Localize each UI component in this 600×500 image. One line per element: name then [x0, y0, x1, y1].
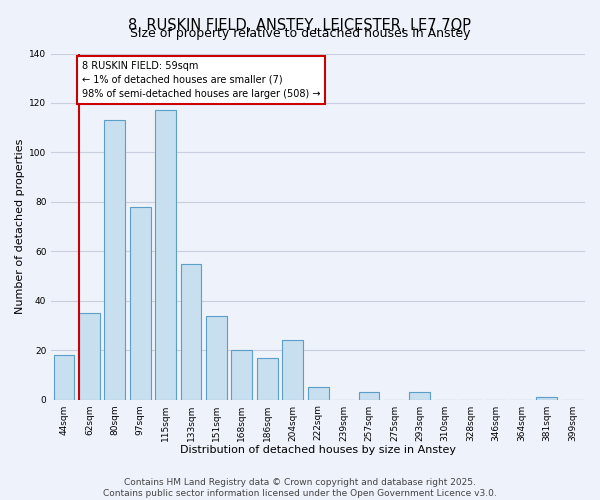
- Text: Contains HM Land Registry data © Crown copyright and database right 2025.
Contai: Contains HM Land Registry data © Crown c…: [103, 478, 497, 498]
- Bar: [130, 207, 151, 400]
- Bar: [359, 392, 379, 400]
- Text: Size of property relative to detached houses in Anstey: Size of property relative to detached ho…: [130, 28, 470, 40]
- X-axis label: Distribution of detached houses by size in Anstey: Distribution of detached houses by size …: [180, 445, 456, 455]
- Bar: [53, 355, 74, 400]
- Bar: [257, 358, 278, 400]
- Bar: [409, 392, 430, 400]
- Text: 8 RUSKIN FIELD: 59sqm
← 1% of detached houses are smaller (7)
98% of semi-detach: 8 RUSKIN FIELD: 59sqm ← 1% of detached h…: [82, 61, 320, 99]
- Bar: [104, 120, 125, 400]
- Bar: [155, 110, 176, 400]
- Bar: [283, 340, 303, 400]
- Bar: [181, 264, 202, 400]
- Bar: [232, 350, 253, 400]
- Bar: [79, 313, 100, 400]
- Y-axis label: Number of detached properties: Number of detached properties: [15, 139, 25, 314]
- Bar: [308, 387, 329, 400]
- Text: 8, RUSKIN FIELD, ANSTEY, LEICESTER, LE7 7QP: 8, RUSKIN FIELD, ANSTEY, LEICESTER, LE7 …: [128, 18, 472, 32]
- Bar: [536, 397, 557, 400]
- Bar: [206, 316, 227, 400]
